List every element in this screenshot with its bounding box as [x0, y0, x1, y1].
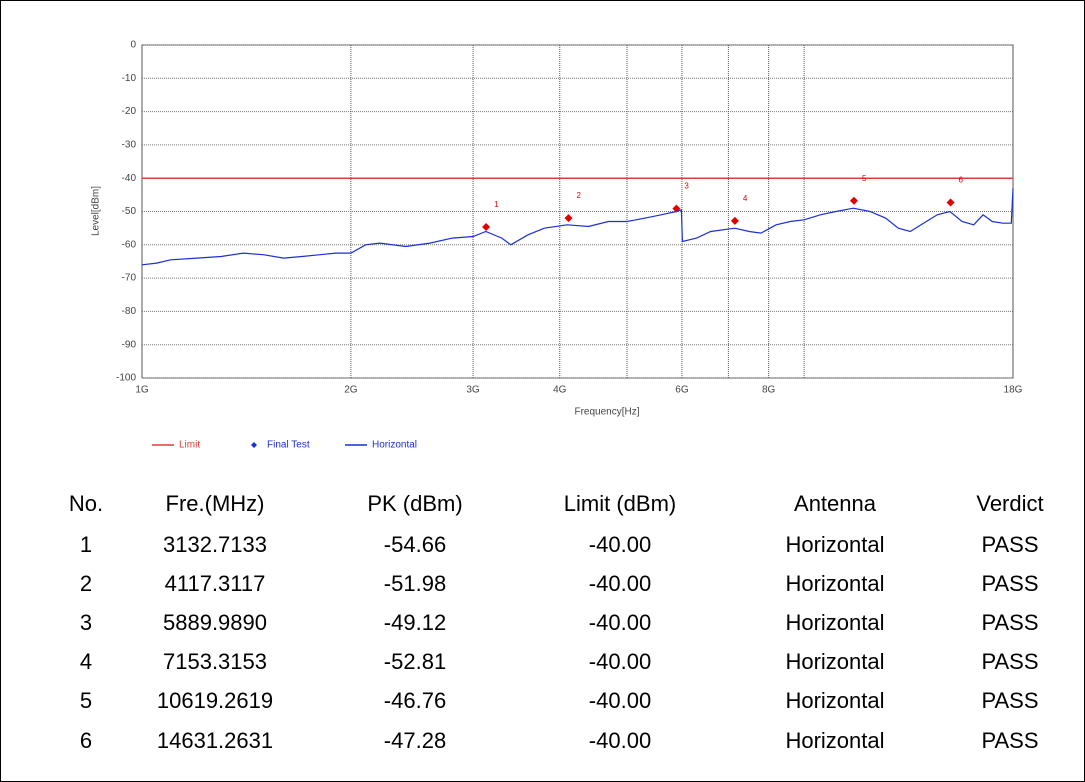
table-header: Antenna	[794, 491, 877, 516]
table-cell: 7153.3153	[163, 649, 267, 674]
table-cell: 6	[80, 728, 92, 753]
table-cell: 14631.2631	[157, 728, 273, 753]
x-tick-label: 2G	[344, 385, 358, 396]
y-axis-label: Level[dBm]	[91, 186, 102, 236]
table-cell: PASS	[981, 571, 1038, 596]
table-cell: -40.00	[589, 610, 651, 635]
table-cell: Horizontal	[785, 571, 884, 596]
table-cell: -40.00	[589, 728, 651, 753]
table-header: PK (dBm)	[367, 491, 462, 516]
table-cell: Horizontal	[785, 649, 884, 674]
legend-label: Final Test	[267, 440, 310, 451]
table-cell: -40.00	[589, 649, 651, 674]
table-cell: -54.66	[384, 532, 446, 557]
marker-label: 4	[743, 194, 748, 203]
y-tick-label: 0	[130, 40, 136, 51]
final-test-marker	[730, 216, 739, 225]
table-cell: 2	[80, 571, 92, 596]
x-tick-label: 8G	[762, 385, 776, 396]
y-tick-label: -10	[122, 73, 137, 84]
marker-label: 6	[959, 176, 964, 185]
table-cell: PASS	[981, 610, 1038, 635]
table-cell: PASS	[981, 688, 1038, 713]
x-tick-label: 18G	[1004, 385, 1023, 396]
table-cell: Horizontal	[785, 532, 884, 557]
final-test-marker	[849, 196, 858, 205]
table-header: Limit (dBm)	[564, 491, 676, 516]
legend-marker	[251, 442, 257, 448]
y-tick-label: -20	[122, 106, 137, 117]
table-cell: 4117.3117	[165, 571, 266, 596]
table-cell: 3132.7133	[163, 532, 267, 557]
y-tick-label: -30	[122, 140, 137, 151]
y-tick-label: -40	[122, 173, 137, 184]
trace	[141, 188, 1014, 266]
y-tick-label: -80	[122, 306, 137, 317]
table-cell: 4	[80, 649, 92, 674]
y-tick-label: -90	[122, 339, 137, 350]
x-tick-label: 6G	[675, 385, 689, 396]
table-cell: 3	[80, 610, 92, 635]
x-tick-label: 3G	[466, 385, 480, 396]
table-header: No.	[69, 491, 103, 516]
table-cell: -47.28	[384, 728, 446, 753]
table-cell: -49.12	[384, 610, 446, 635]
y-tick-label: -50	[122, 206, 137, 217]
table-cell: 1	[80, 532, 92, 557]
table-cell: Horizontal	[785, 728, 884, 753]
table-header: Fre.(MHz)	[166, 491, 265, 516]
table-cell: 10619.2619	[157, 688, 273, 713]
marker-label: 5	[862, 174, 867, 183]
table-cell: Horizontal	[785, 688, 884, 713]
y-tick-label: -100	[116, 373, 136, 384]
table-cell: -40.00	[589, 688, 651, 713]
final-test-marker	[564, 214, 573, 223]
table-cell: -40.00	[589, 571, 651, 596]
marker-label: 3	[684, 182, 689, 191]
table-cell: PASS	[981, 649, 1038, 674]
final-test-marker	[482, 223, 491, 232]
table-header: Verdict	[976, 491, 1043, 516]
table-cell: PASS	[981, 728, 1038, 753]
marker-label: 1	[494, 200, 499, 209]
table-cell: -51.98	[384, 571, 446, 596]
marker-label: 2	[576, 191, 581, 200]
x-tick-label: 4G	[553, 385, 567, 396]
legend-label: Limit	[179, 440, 200, 451]
table-cell: Horizontal	[785, 610, 884, 635]
table-cell: -46.76	[384, 688, 446, 713]
table-cell: PASS	[981, 532, 1038, 557]
y-tick-label: -60	[122, 239, 137, 250]
table-cell: -40.00	[589, 532, 651, 557]
x-tick-label: 1G	[135, 385, 149, 396]
final-test-marker	[946, 198, 955, 207]
x-axis-label: Frequency[Hz]	[574, 407, 639, 418]
y-tick-label: -70	[122, 273, 137, 284]
table-cell: 5889.9890	[163, 610, 267, 635]
table-cell: -52.81	[384, 649, 446, 674]
legend-label: Horizontal	[372, 440, 417, 451]
table-cell: 5	[80, 688, 92, 713]
